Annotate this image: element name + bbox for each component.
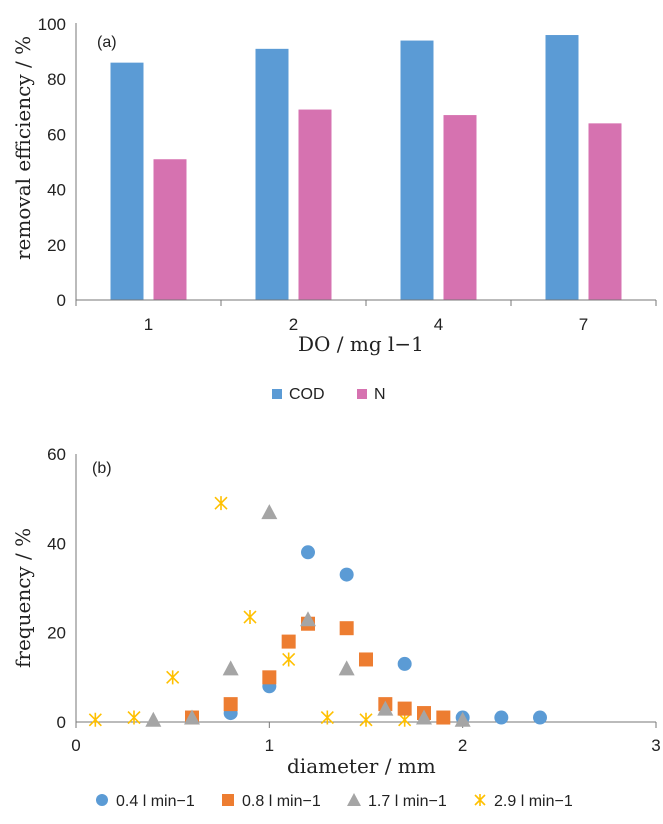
point-triangle xyxy=(377,700,394,716)
legend-marker-star xyxy=(474,794,486,806)
legend-swatch-n xyxy=(357,389,367,399)
legend-swatch-cod xyxy=(272,389,282,399)
point-star xyxy=(243,610,257,625)
point-star xyxy=(282,652,296,667)
point-triangle xyxy=(261,504,278,520)
panel-b-points xyxy=(88,496,547,727)
legend-label-circle: 0.4 l min−1 xyxy=(116,793,195,810)
panel-a-label: (a) xyxy=(97,34,117,51)
legend-label-cod: COD xyxy=(289,386,325,403)
y-tick-label: 20 xyxy=(47,236,66,255)
point-triangle xyxy=(416,709,432,725)
point-star xyxy=(166,670,180,685)
y-tick-label: 40 xyxy=(47,534,66,553)
point-triangle xyxy=(184,709,200,725)
y-tick-label: 80 xyxy=(47,70,66,89)
x-tick-label: 4 xyxy=(434,315,443,334)
point-triangle xyxy=(145,711,162,727)
point-star xyxy=(359,712,373,727)
panel-b-y-ticks: 0 20 40 60 xyxy=(47,445,66,732)
point-square xyxy=(262,670,277,685)
point-star xyxy=(214,496,228,511)
legend-label-triangle: 1.7 l min−1 xyxy=(368,793,447,810)
panel-a-x-axis-label: DO / mg l−1 xyxy=(298,332,424,356)
panel-b-x-ticks: 0 1 2 3 xyxy=(71,722,661,755)
point-triangle xyxy=(222,660,239,676)
bar-cod-4 xyxy=(400,40,434,301)
y-tick-label: 0 xyxy=(57,291,66,310)
panel-a-bars xyxy=(110,35,622,301)
panel-a-legend: COD N xyxy=(272,386,386,403)
panel-b-y-axis-label: frequency / % xyxy=(11,528,35,668)
bar-n-7 xyxy=(588,123,622,300)
panel-a-y-ticks: 0 20 40 60 80 100 xyxy=(38,15,66,310)
point-square xyxy=(397,701,412,716)
panel-b-x-axis-label: diameter / mm xyxy=(287,754,436,778)
bar-n-1 xyxy=(153,159,187,300)
bar-cod-7 xyxy=(545,35,579,300)
x-tick-label: 0 xyxy=(71,736,80,755)
bar-n-2 xyxy=(298,109,332,300)
legend-label-square: 0.8 l min−1 xyxy=(242,793,321,810)
panel-a-y-axis-label: removal efficiency / % xyxy=(11,36,35,260)
x-tick-label: 1 xyxy=(144,315,153,334)
y-tick-label: 60 xyxy=(47,445,66,464)
point-square xyxy=(436,710,451,725)
panel-a-x-ticks: 1 2 4 7 xyxy=(75,300,657,334)
panel-b-label: (b) xyxy=(92,460,112,477)
legend-label-n: N xyxy=(374,386,386,403)
point-square xyxy=(223,697,238,712)
point-star xyxy=(88,712,102,727)
legend-label-star: 2.9 l min−1 xyxy=(494,793,573,810)
y-tick-label: 40 xyxy=(47,181,66,200)
y-tick-label: 100 xyxy=(38,15,66,34)
bar-n-4 xyxy=(443,115,477,300)
point-circle xyxy=(533,710,547,725)
point-square xyxy=(359,652,373,667)
x-tick-label: 3 xyxy=(651,736,660,755)
y-tick-label: 60 xyxy=(47,125,66,144)
point-triangle xyxy=(300,611,316,627)
point-triangle xyxy=(338,660,355,676)
legend-marker-square xyxy=(222,794,234,806)
legend-marker-circle xyxy=(96,794,108,806)
point-star xyxy=(127,710,141,725)
x-tick-label: 7 xyxy=(579,315,588,334)
point-circle xyxy=(397,656,412,671)
point-circle xyxy=(339,567,354,582)
bar-cod-2 xyxy=(255,48,289,301)
panel-b-scatter-chart: (b) 0 20 40 60 0 1 2 3 diameter / mm frequency… xyxy=(11,445,661,810)
point-circle xyxy=(494,710,509,725)
point-triangle xyxy=(454,711,471,727)
y-tick-label: 20 xyxy=(47,624,66,643)
point-square xyxy=(281,634,296,649)
point-square xyxy=(339,621,354,636)
legend-marker-triangle xyxy=(347,793,361,806)
x-tick-label: 2 xyxy=(458,736,467,755)
panel-b-legend: 0.4 l min−1 0.8 l min−1 1.7 l min−1 2.9 l m… xyxy=(96,793,573,810)
point-star xyxy=(320,710,334,725)
y-tick-label: 0 xyxy=(57,713,66,732)
x-tick-label: 1 xyxy=(265,736,274,755)
bar-cod-1 xyxy=(110,62,144,300)
panel-a-bar-chart: (a) 0 20 40 60 80 100 1 2 4 7 DO / mg l−1 remova… xyxy=(11,15,657,403)
point-circle xyxy=(301,545,315,560)
x-tick-label: 2 xyxy=(289,315,298,334)
